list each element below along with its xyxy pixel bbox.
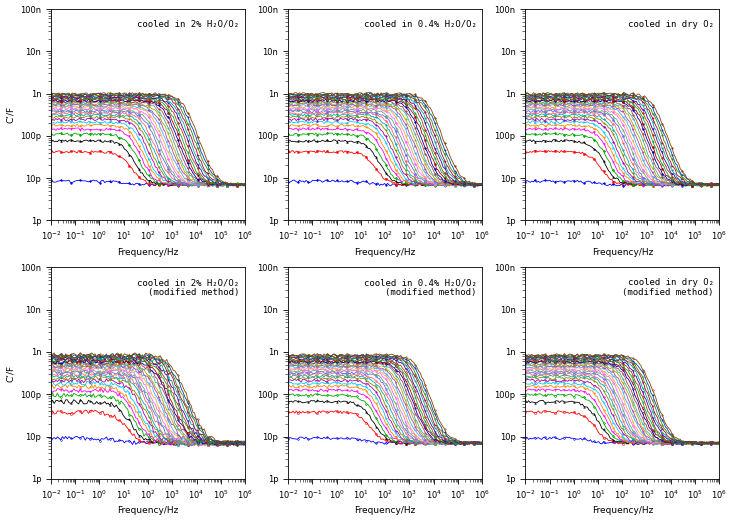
X-axis label: Frequency/Hz: Frequency/Hz bbox=[592, 248, 653, 257]
Text: cooled in 0.4% H₂O/O₂
(modified method): cooled in 0.4% H₂O/O₂ (modified method) bbox=[364, 278, 476, 297]
X-axis label: Frequency/Hz: Frequency/Hz bbox=[592, 506, 653, 515]
X-axis label: Frequency/Hz: Frequency/Hz bbox=[355, 506, 416, 515]
Text: cooled in 0.4% H₂O/O₂: cooled in 0.4% H₂O/O₂ bbox=[364, 20, 476, 29]
X-axis label: Frequency/Hz: Frequency/Hz bbox=[355, 248, 416, 257]
X-axis label: Frequency/Hz: Frequency/Hz bbox=[117, 248, 179, 257]
Text: cooled in 2% H₂O/O₂
(modified method): cooled in 2% H₂O/O₂ (modified method) bbox=[137, 278, 239, 297]
X-axis label: Frequency/Hz: Frequency/Hz bbox=[117, 506, 179, 515]
Text: cooled in 2% H₂O/O₂: cooled in 2% H₂O/O₂ bbox=[137, 20, 239, 29]
Y-axis label: C’/F: C’/F bbox=[6, 365, 15, 382]
Text: cooled in dry O₂
(modified method): cooled in dry O₂ (modified method) bbox=[622, 278, 714, 297]
Text: cooled in dry O₂: cooled in dry O₂ bbox=[627, 20, 714, 29]
Y-axis label: C’/F: C’/F bbox=[6, 106, 15, 123]
